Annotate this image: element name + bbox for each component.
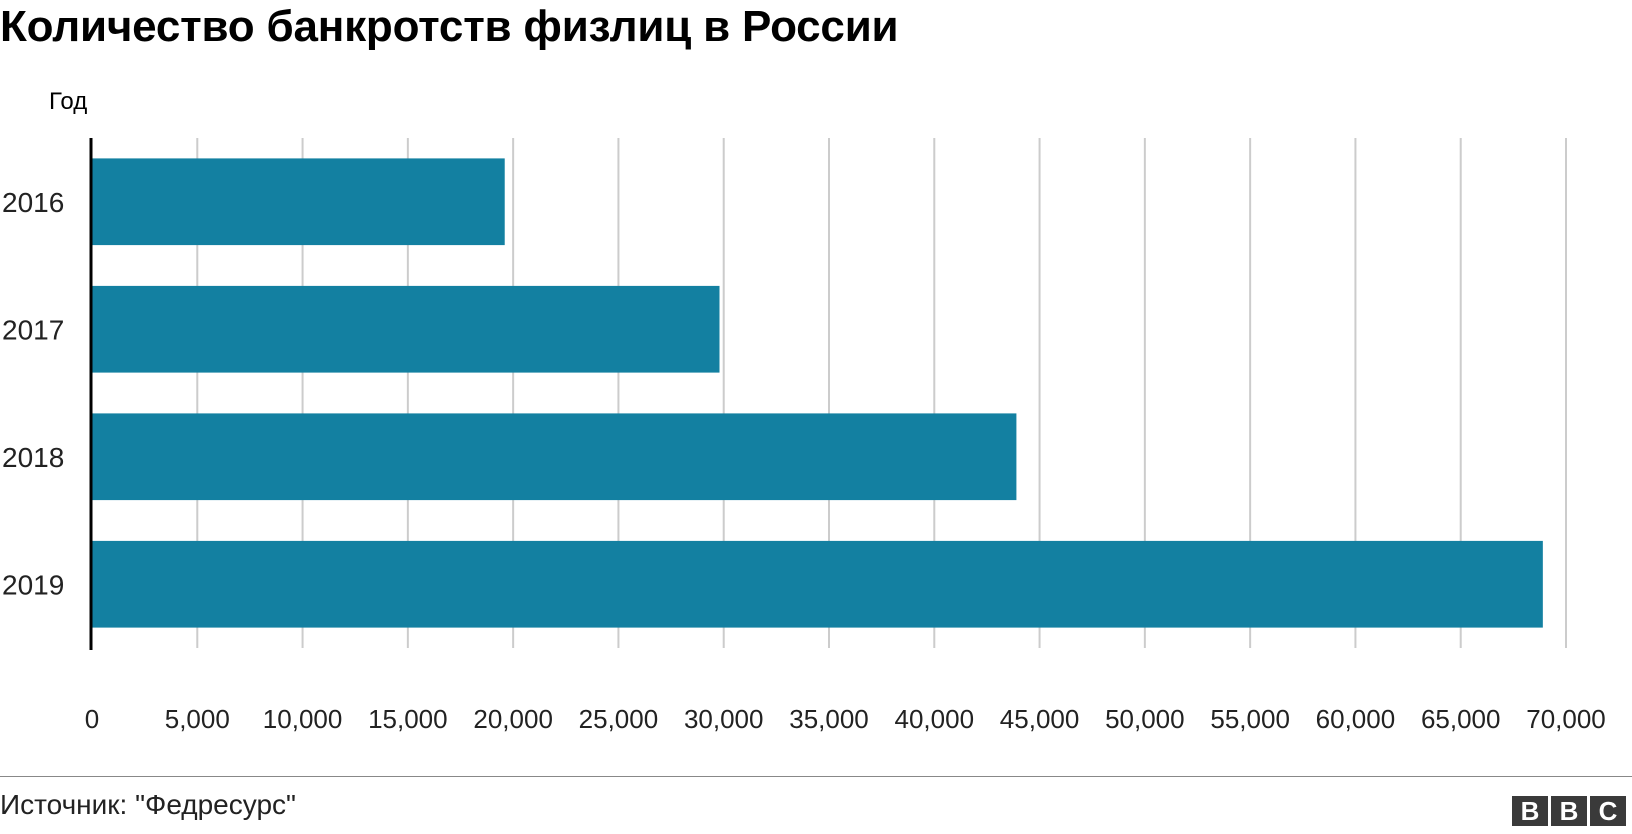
x-tick-label: 10,000 (263, 704, 343, 734)
bbc-logo: B B C (1512, 796, 1626, 826)
y-axis-title: Год (49, 88, 88, 115)
bar-chart: 2016 2017 2018 2019 0 5,000 10,000 15,000 20,00… (2, 138, 1606, 734)
x-tick-label: 50,000 (1105, 704, 1185, 734)
x-tick-label: 70,000 (1526, 704, 1606, 734)
logo-letter: C (1590, 796, 1626, 826)
x-tick-label: 35,000 (789, 704, 869, 734)
bar-2018 (92, 413, 1017, 501)
logo-letter: B (1551, 796, 1587, 826)
bar-2019 (92, 540, 1543, 628)
x-tick-label: 5,000 (165, 704, 230, 734)
x-tick-label: 45,000 (1000, 704, 1080, 734)
y-tick-label: 2016 (2, 187, 64, 218)
logo-letter: B (1512, 796, 1548, 826)
y-tick-label: 2019 (2, 569, 64, 600)
chart-title: Количество банкротств физлиц в России (0, 2, 899, 51)
x-tick-label: 55,000 (1210, 704, 1290, 734)
bar-2017 (92, 285, 720, 373)
y-tick-label: 2018 (2, 442, 64, 473)
x-tick-label: 0 (85, 704, 99, 734)
x-tick-label: 40,000 (895, 704, 975, 734)
x-tick-label: 20,000 (473, 704, 553, 734)
bars (92, 158, 1543, 628)
x-tick-labels: 0 5,000 10,000 15,000 20,000 25,000 30,000 35,0… (85, 704, 1606, 734)
x-tick-label: 60,000 (1316, 704, 1396, 734)
source-note: Источник: "Федресурс" (0, 789, 296, 820)
x-tick-label: 65,000 (1421, 704, 1501, 734)
y-tick-labels: 2016 2017 2018 2019 (2, 187, 64, 601)
bar-2016 (92, 158, 505, 246)
footer-divider (0, 776, 1632, 777)
y-tick-label: 2017 (2, 314, 64, 345)
x-tick-label: 25,000 (579, 704, 659, 734)
x-tick-label: 15,000 (368, 704, 448, 734)
x-tick-label: 30,000 (684, 704, 764, 734)
